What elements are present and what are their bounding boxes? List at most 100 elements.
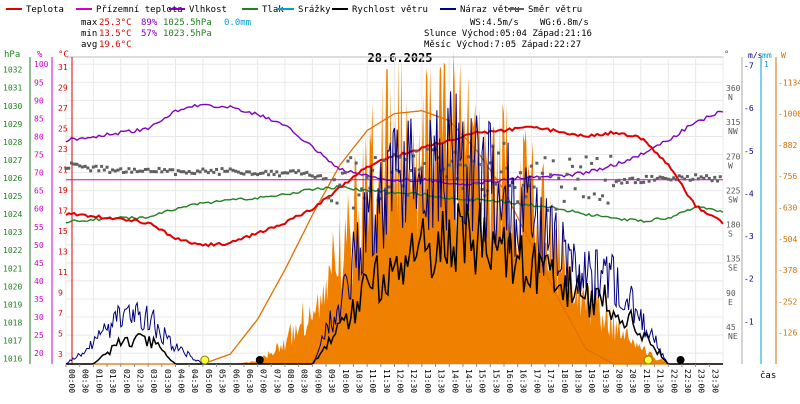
legend-item-naraz-vetru[interactable]: Náraz větru	[440, 5, 520, 15]
wind-dir-point	[116, 168, 120, 172]
wind-dir-point	[143, 167, 147, 171]
x-tick-label: 01:00	[94, 369, 103, 393]
unit-w: W	[781, 51, 786, 60]
wind-dir-point	[124, 170, 128, 174]
wind-dir-point	[163, 168, 167, 172]
wind-dir-point	[335, 201, 339, 205]
wind-dir-point	[338, 183, 342, 187]
wind-dir-point	[146, 167, 150, 171]
wind-dir-point	[332, 178, 336, 182]
wind-dir-point	[644, 174, 648, 178]
wind-dir-point	[562, 199, 566, 203]
tick-degc: 17	[58, 207, 68, 216]
wind-dir-point	[598, 197, 602, 201]
wind-dir-point	[220, 167, 224, 171]
legend-item-teplota[interactable]: Teplota	[6, 5, 64, 15]
wind-dir-point	[179, 170, 183, 174]
wind-dir-point	[324, 177, 328, 181]
tick-hpa: 1024	[3, 210, 22, 219]
wind-dir-point	[195, 169, 199, 173]
tick-degc: 25	[58, 125, 68, 134]
wind-dir-point	[78, 164, 82, 168]
legend: Teplota Přízemní teplota Vlhkost Tlak Sr…	[6, 5, 582, 15]
wind-dir-point	[231, 168, 235, 172]
wind-dir-point	[439, 169, 443, 173]
wind-dir-point	[628, 177, 632, 181]
wind-dir-point	[236, 170, 240, 174]
wind-dir-point	[417, 168, 421, 172]
legend-item-rychlost-vetru[interactable]: Rychlost větru	[332, 5, 428, 15]
svg-text:Přízemní teplota: Přízemní teplota	[96, 5, 183, 15]
wind-dir-point	[250, 172, 254, 176]
tick-dir-label: NE	[728, 332, 738, 341]
wind-dir-point	[699, 175, 703, 179]
wind-dir-point	[398, 155, 402, 159]
wind-dir-point	[423, 161, 427, 165]
tick-w: -252	[778, 297, 797, 306]
tick-w: -126	[778, 329, 797, 338]
wind-dir-point	[414, 149, 418, 153]
x-tick-label: 08:30	[300, 369, 309, 393]
x-tick-label: 03:00	[149, 369, 158, 393]
tick-pct: 20	[34, 349, 44, 358]
wind-dir-point	[622, 177, 626, 181]
legend-item-srazky[interactable]: Srážky	[278, 5, 331, 15]
wind-dir-point	[707, 176, 711, 180]
wind-dir-point	[393, 153, 396, 157]
wind-dir-point	[592, 192, 596, 196]
wind-dir-point	[713, 175, 717, 179]
x-tick-label: 07:30	[272, 369, 281, 393]
x-tick-label: 22:00	[669, 369, 678, 393]
wind-dir-point	[264, 169, 268, 173]
tick-ms: -2	[744, 275, 754, 284]
x-tick-label: 22:30	[683, 369, 692, 393]
wind-dir-point	[601, 194, 605, 198]
legend-item-vlhkost[interactable]: Vlhkost	[169, 5, 227, 15]
x-axis: 00:00 00:30 01:00 01:30 02:00 02:30 03:00 03:30…	[65, 364, 719, 393]
wind-dir-point	[187, 170, 191, 174]
wind-dir-point	[710, 179, 714, 183]
wind-dir-point	[111, 168, 115, 172]
wind-dir-point	[466, 155, 470, 159]
wind-dir-point	[666, 177, 670, 181]
x-tick-label: 00:30	[81, 369, 90, 393]
wind-dir-point	[149, 170, 153, 174]
wind-dir-point	[226, 169, 230, 173]
wind-dir-point	[595, 157, 599, 161]
wind-dir-point	[705, 174, 709, 178]
svg-text:Teplota: Teplota	[26, 5, 64, 15]
tick-pct: 25	[34, 331, 44, 340]
tick-dir: 180	[726, 221, 741, 230]
x-tick-label: 03:30	[163, 369, 172, 393]
x-tick-label: 21:30	[656, 369, 665, 393]
tick-ms: -6	[744, 104, 754, 113]
legend-item-tlak[interactable]: Tlak	[242, 5, 284, 15]
tick-mm: 1	[764, 60, 769, 69]
legend-item-prizemni-teplota[interactable]: Přízemní teplota	[76, 5, 183, 15]
wind-dir-point	[559, 185, 563, 189]
wind-dir-point	[275, 170, 279, 174]
wind-dir-point	[272, 173, 276, 177]
wind-dir-point	[518, 171, 522, 175]
wind-dir-point	[308, 173, 312, 177]
legend-item-smer-vetru[interactable]: Směr větru	[508, 5, 582, 15]
tick-ms: -5	[744, 147, 754, 156]
x-tick-label: 02:00	[122, 369, 131, 393]
wind-dir-point	[269, 169, 273, 173]
wind-dir-point	[67, 166, 71, 170]
wind-dir-point	[477, 163, 481, 167]
x-tick-label: 20:00	[615, 369, 624, 393]
wind-dir-point	[193, 172, 197, 176]
wind-dir-point	[371, 168, 375, 172]
wind-dir-point	[283, 171, 287, 175]
stats-block: max 25.3°C 89% 1025.5hPa 0.0mm min 13.5°…	[81, 18, 592, 50]
wind-dir-point	[80, 165, 84, 169]
wind-dir-point	[464, 163, 468, 167]
wind-dir-point	[685, 174, 689, 178]
wind-dir-point	[379, 197, 383, 201]
tick-degc: 31	[58, 63, 68, 72]
wind-dir-point	[612, 184, 615, 188]
x-tick-label: 01:30	[108, 369, 117, 393]
series-pressure	[65, 184, 724, 224]
wind-dir-point	[297, 169, 301, 173]
